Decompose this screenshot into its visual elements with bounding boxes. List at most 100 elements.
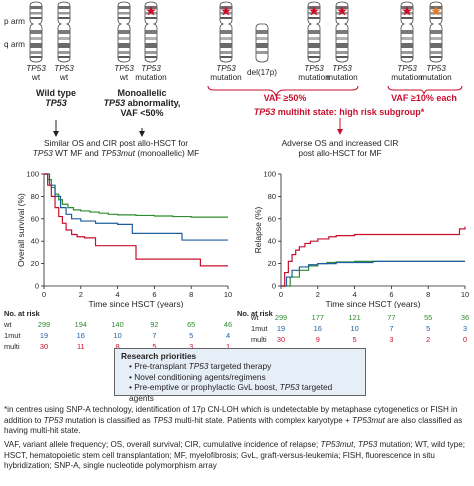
os-at-risk-wt-value: 92	[150, 320, 159, 329]
cir-at-risk-multi-value: 0	[462, 335, 468, 344]
monoallelic-label: Monoallelic TP53 abnormality, VAF <50%	[103, 88, 181, 118]
research-title: Research priorities	[121, 351, 197, 361]
research-item-1: Pre-transplant TP53 targeted therapy	[129, 361, 359, 371]
os-y-tick-label: 80	[31, 192, 39, 201]
os-x-axis-label: Time since HSCT (years)	[89, 299, 184, 308]
cir-at-risk-1mut-value: 5	[426, 324, 431, 333]
cir-at-risk-1mut-value: 7	[389, 324, 394, 333]
os-y-tick-label: 60	[31, 214, 39, 223]
os-at-risk-multi-value: 8	[115, 342, 120, 351]
cir-at-risk-wt-value: 55	[424, 313, 433, 322]
os-y-tick-label: 20	[31, 259, 39, 268]
os-at-risk-row-label: 1mut	[4, 331, 21, 340]
os-x-tick-label: 4	[116, 290, 120, 299]
os-series-1mut	[44, 173, 228, 241]
os-x-tick-label: 0	[42, 290, 46, 299]
chromosome-8	[335, 1, 349, 63]
chromosome-5	[219, 1, 233, 63]
cir-y-tick-label: 100	[263, 170, 276, 179]
chromosome-label-3: TP53 wt	[114, 64, 134, 82]
left-caption: Similar OS and CIR post allo-HSCT for TP…	[32, 138, 200, 158]
research-item-3: Pre-emptive or prophylactic GvL boost, T…	[129, 382, 359, 403]
cir-at-risk-header: No. at risk	[237, 309, 273, 318]
chromosome-9	[400, 1, 414, 63]
vaf50-label: VAF ≥50%	[263, 93, 307, 103]
cir-y-tick-label: 60	[268, 214, 276, 223]
relapse-at-risk-table: No. at risk wt 299 177 121 77 55 36 1mut 19 16 10 7 5…	[237, 309, 474, 347]
os-at-risk-1mut-value: 10	[113, 331, 122, 340]
cir-y-axis-label: Relapse (%)	[253, 206, 263, 253]
os-y-axis-label: Overall survival (%)	[16, 193, 26, 267]
cir-at-risk-1mut-value: 16	[313, 324, 322, 333]
chromosome-6-deleted	[255, 23, 269, 63]
cir-at-risk-row-label: multi	[251, 335, 267, 344]
cir-y-tick-label: 20	[268, 259, 276, 268]
cir-at-risk-1mut-value: 10	[350, 324, 359, 333]
cir-x-tick-label: 0	[279, 290, 283, 299]
cir-y-tick-label: 0	[272, 282, 276, 291]
os-at-risk-row-label: wt	[4, 320, 12, 329]
os-series-multi	[44, 173, 228, 267]
vaf50-bracket	[207, 85, 359, 98]
vaf10-bracket	[387, 85, 463, 95]
footnote-abbreviations: VAF, variant allele frequency; OS, overa…	[4, 440, 465, 470]
cir-at-risk-row-label: wt	[251, 313, 259, 322]
cir-at-risk-wt-value: 36	[460, 313, 470, 322]
cir-at-risk-1mut-value: 3	[462, 324, 468, 333]
chromosome-label-10: TP53 mutation	[420, 64, 452, 82]
os-at-risk-header: No. at risk	[4, 309, 40, 318]
chromosome-label-5: TP53 mutation	[210, 64, 242, 82]
chromosome-label-6: del(17p)	[246, 68, 278, 77]
footnote-multihit: *in centres using SNP-A technology, iden…	[4, 405, 463, 435]
cir-at-risk-1mut-value: 19	[276, 324, 286, 333]
cir-x-axis-label: Time since HSCT (years)	[326, 299, 421, 308]
chromosome-diagram	[29, 1, 463, 98]
chromosome-label-8: TP53 mutation	[326, 64, 358, 82]
chromosome-10	[429, 1, 443, 63]
os-at-risk-multi-value: 1	[225, 342, 231, 351]
os-at-risk-1mut-value: 16	[76, 331, 85, 340]
chromosome-7	[307, 1, 321, 63]
os-at-risk-row-label: multi	[4, 342, 20, 351]
cir-at-risk-wt-value: 77	[387, 313, 396, 322]
cir-at-risk-multi-value: 30	[276, 335, 286, 344]
cir-series-multi	[281, 226, 466, 287]
os-at-risk-1mut-value: 5	[189, 331, 194, 340]
os-chart: 0 20 40 60 80 100 0 2 4 6 8 10 Overall survival (%) T…	[16, 170, 232, 309]
cir-at-risk-row-label: 1mut	[251, 324, 268, 333]
os-at-risk-wt-value: 299	[37, 320, 51, 329]
cir-at-risk-multi-value: 9	[315, 335, 320, 344]
os-at-risk-1mut-value: 4	[225, 331, 231, 340]
wild-type-label: Wild type TP53	[36, 88, 76, 108]
arrows	[53, 118, 343, 137]
os-at-risk-multi-value: 30	[39, 342, 49, 351]
cir-x-tick-label: 8	[426, 290, 430, 299]
cir-at-risk-multi-value: 5	[352, 335, 357, 344]
cir-x-tick-label: 2	[316, 290, 320, 299]
os-x-tick-label: 10	[224, 290, 232, 299]
chromosome-3	[117, 1, 131, 63]
os-at-risk-multi-value: 11	[76, 342, 85, 351]
cir-at-risk-wt-value: 299	[274, 313, 288, 322]
cir-series-1mut	[281, 260, 465, 287]
multihit-label: TP53 multihit state: high risk subgroup*	[253, 107, 425, 117]
chromosome-4	[144, 1, 158, 63]
os-y-tick-label: 0	[35, 282, 39, 291]
right-caption: Adverse OS and increased CIR post allo-H…	[281, 138, 399, 158]
os-at-risk-wt-value: 140	[111, 320, 124, 329]
cir-x-tick-label: 6	[389, 290, 393, 299]
research-item-2: Novel conditioning agents/regimens	[129, 372, 359, 382]
os-series-wt	[44, 173, 228, 218]
cir-y-tick-label: 80	[268, 192, 276, 201]
q-arm-label: q arm	[4, 40, 25, 49]
chromosome-1	[29, 1, 43, 63]
chromosome-label-1: TP53 wt	[26, 64, 46, 82]
os-at-risk-multi-value: 5	[152, 342, 157, 351]
cir-at-risk-multi-value: 3	[389, 335, 394, 344]
chromosome-label-2: TP53 wt	[54, 64, 74, 82]
os-at-risk-multi-value: 3	[189, 342, 194, 351]
os-at-risk-wt-value: 65	[187, 320, 196, 329]
chromosome-label-7: TP53 mutation	[298, 64, 330, 82]
os-at-risk-table: No. at risk wt 299 194 140 92 65 46 1mut 19 16 10 7 5…	[0, 309, 237, 351]
os-at-risk-wt-value: 194	[74, 320, 87, 329]
